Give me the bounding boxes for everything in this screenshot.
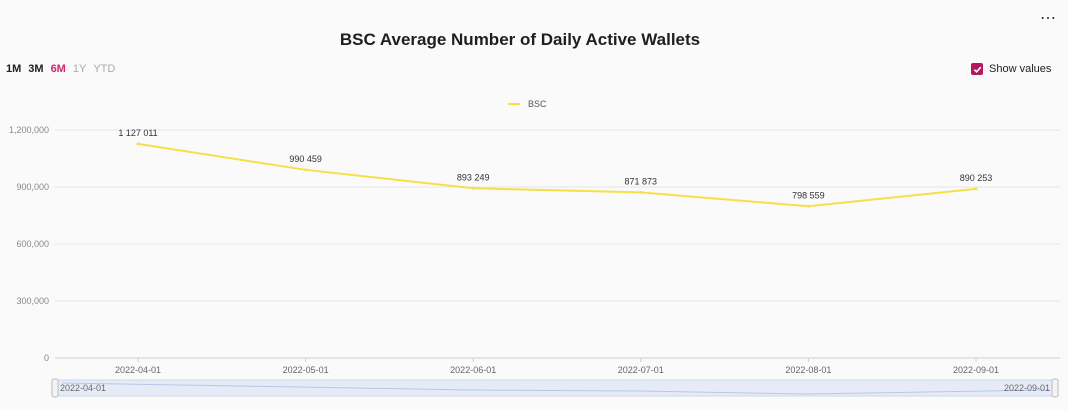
data-point bbox=[136, 142, 140, 146]
y-tick-label: 600,000 bbox=[16, 239, 49, 249]
data-point bbox=[639, 190, 643, 194]
y-tick-label: 0 bbox=[44, 353, 49, 363]
data-label: 1 127 011 bbox=[118, 128, 157, 138]
slider-start-label: 2022-04-01 bbox=[60, 383, 106, 393]
chart-title: BSC Average Number of Daily Active Walle… bbox=[339, 30, 701, 49]
data-label: 871 873 bbox=[625, 176, 658, 186]
show-values-label: Show values bbox=[989, 63, 1052, 75]
checkbox-checked-icon[interactable] bbox=[971, 63, 983, 75]
data-point bbox=[304, 168, 308, 172]
slider-end-label: 2022-09-01 bbox=[1004, 383, 1050, 393]
range-6m[interactable]: 6M bbox=[50, 63, 66, 75]
data-point bbox=[471, 186, 475, 190]
range-1m[interactable]: 1M bbox=[6, 63, 22, 75]
range-3m[interactable]: 3M bbox=[28, 63, 44, 75]
x-tick-label: 2022-08-01 bbox=[785, 365, 831, 375]
range-selector: 1M 3M 6M 1Y YTD bbox=[6, 63, 115, 75]
series-line-bsc bbox=[137, 142, 977, 208]
more-options-icon[interactable]: ⋯ bbox=[1040, 10, 1056, 27]
slider-left-handle bbox=[51, 378, 59, 398]
data-label: 990 459 bbox=[289, 154, 322, 164]
range-ytd[interactable]: YTD bbox=[93, 63, 116, 75]
y-tick-label: 300,000 bbox=[16, 296, 49, 306]
data-point bbox=[806, 204, 810, 208]
slider-track bbox=[54, 379, 1059, 397]
x-tick-label: 2022-07-01 bbox=[618, 365, 664, 375]
data-label: 798 559 bbox=[792, 190, 825, 200]
x-tick-label: 2022-05-01 bbox=[283, 365, 329, 375]
data-label: 890 253 bbox=[960, 173, 993, 183]
data-label: 893 249 bbox=[457, 172, 490, 182]
x-tick-label: 2022-06-01 bbox=[450, 365, 496, 375]
slider-right-handle bbox=[1051, 378, 1059, 398]
slider-mini-line bbox=[61, 382, 1051, 395]
x-tick-label: 2022-04-01 bbox=[115, 365, 161, 375]
range-1y[interactable]: 1Y bbox=[72, 63, 87, 75]
legend-label: BSC bbox=[528, 99, 547, 109]
data-point bbox=[974, 187, 978, 191]
x-tick-label: 2022-09-01 bbox=[953, 365, 999, 375]
show-values-toggle[interactable]: Show values bbox=[971, 63, 1051, 75]
y-tick-label: 1,200,000 bbox=[9, 125, 49, 135]
y-tick-label: 900,000 bbox=[16, 182, 49, 192]
